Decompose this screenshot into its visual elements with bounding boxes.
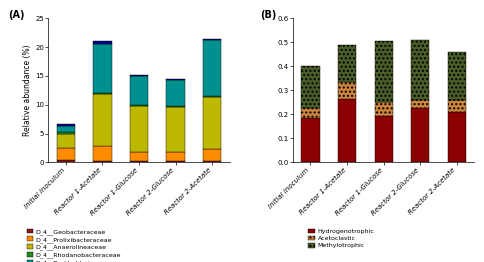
Bar [203, 39, 221, 40]
Bar [375, 116, 393, 162]
Bar [302, 118, 319, 162]
Bar [411, 108, 429, 162]
Bar [166, 106, 185, 107]
Bar [302, 108, 319, 118]
Bar [411, 40, 429, 100]
Legend: D_4__Geobacteraceae, D_4__Prolixibacteraceae, D_4__Anaerolineaceae, D_4__Rhodano: D_4__Geobacteraceae, D_4__Prolixibactera… [24, 226, 130, 262]
Bar [166, 79, 185, 80]
Bar [130, 76, 148, 105]
Bar [130, 75, 148, 76]
Bar [57, 124, 75, 125]
Bar [93, 41, 111, 44]
Bar [166, 80, 185, 106]
Bar [166, 107, 185, 152]
Legend: Hydrogenotrophic, Acetoclastic, Methylotrophic: Hydrogenotrophic, Acetoclastic, Methylot… [305, 226, 377, 251]
Bar [375, 41, 393, 102]
Bar [203, 149, 221, 161]
Bar [93, 161, 111, 162]
Bar [130, 152, 148, 161]
Bar [338, 99, 356, 162]
Bar [302, 66, 319, 108]
Bar [57, 133, 75, 134]
Bar [448, 100, 466, 112]
Bar [130, 105, 148, 106]
Bar [338, 82, 356, 99]
Bar [93, 44, 111, 93]
Bar [93, 94, 111, 146]
Text: (A): (A) [9, 10, 25, 20]
Bar [203, 97, 221, 149]
Bar [93, 146, 111, 161]
Text: (B): (B) [260, 10, 277, 20]
Bar [448, 52, 466, 100]
Bar [411, 100, 429, 108]
Bar [57, 134, 75, 148]
Bar [166, 161, 185, 162]
Bar [448, 112, 466, 162]
Bar [57, 125, 75, 133]
Bar [338, 45, 356, 82]
Bar [203, 40, 221, 96]
Bar [57, 148, 75, 160]
Bar [57, 160, 75, 162]
Bar [93, 93, 111, 94]
Bar [166, 152, 185, 161]
Y-axis label: Relative abundance (%): Relative abundance (%) [23, 45, 32, 136]
Bar [375, 102, 393, 116]
Bar [203, 161, 221, 162]
Bar [130, 106, 148, 152]
Bar [130, 161, 148, 162]
Bar [203, 96, 221, 97]
